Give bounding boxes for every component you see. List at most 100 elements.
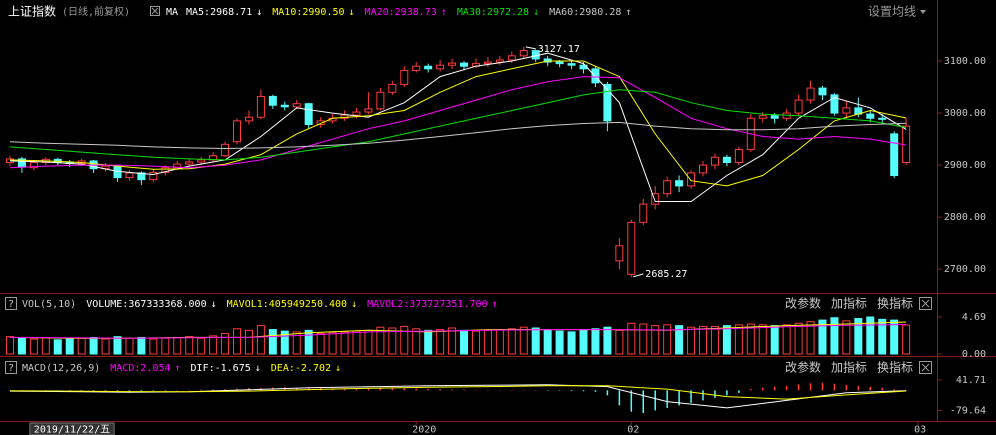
macd-bar xyxy=(785,385,788,391)
volume-bar xyxy=(902,324,911,355)
legend-entry: MA60:2980.28 xyxy=(549,7,621,18)
volume-bar xyxy=(675,325,684,355)
candle-body xyxy=(866,113,875,119)
macd-bar xyxy=(164,390,167,391)
volume-bar xyxy=(639,323,648,355)
macd-bar xyxy=(355,388,358,391)
volume-bar xyxy=(352,330,361,355)
legend-entry: ↑ xyxy=(492,299,498,310)
macd-bar xyxy=(726,390,728,396)
volume-bar xyxy=(483,329,492,355)
volume-bar xyxy=(256,325,265,355)
legend-entry: ↑ xyxy=(175,363,181,374)
line xyxy=(9,60,907,187)
macd-bar xyxy=(893,389,895,391)
y-tick-label: -79.64 xyxy=(950,405,986,416)
close-button[interactable] xyxy=(919,297,932,310)
volume-bar xyxy=(400,325,409,355)
volume-bar xyxy=(89,336,98,355)
icon xyxy=(151,7,159,15)
panel-button[interactable]: 换指标 xyxy=(877,360,913,375)
volume-bar xyxy=(316,333,325,355)
candle-body xyxy=(806,87,815,101)
candle-body xyxy=(495,59,504,63)
panel-button[interactable]: 加指标 xyxy=(831,296,867,311)
volume-bar xyxy=(830,317,839,355)
macd-bar xyxy=(857,385,860,391)
panel-button[interactable]: 改参数 xyxy=(785,360,821,375)
macd-bar xyxy=(463,389,465,391)
candle-body xyxy=(818,87,827,96)
volume-bar xyxy=(304,329,313,355)
volume-bar xyxy=(890,319,899,355)
icon-box[interactable] xyxy=(5,361,17,374)
candle-body xyxy=(734,148,743,164)
volume-bar xyxy=(782,324,791,355)
candle-body xyxy=(519,50,528,57)
line xyxy=(9,384,907,409)
candle-body xyxy=(173,163,182,169)
legend-entry: MA5:2968.71 xyxy=(186,7,252,18)
macd-bar xyxy=(570,390,573,392)
y-tick-label: 3000.00 xyxy=(944,108,986,119)
candle-body xyxy=(412,65,421,71)
macd-bar xyxy=(546,390,549,391)
macd-bar xyxy=(415,388,417,391)
help-icon[interactable]: ? xyxy=(8,299,14,310)
volume-bar xyxy=(591,328,600,355)
volume-bar xyxy=(579,329,588,355)
macd-bar xyxy=(642,390,645,413)
macd-bar xyxy=(833,383,836,391)
low-annotation: 2685.27 xyxy=(645,269,687,280)
icon-box[interactable] xyxy=(150,6,160,16)
panel-button[interactable]: 改参数 xyxy=(785,296,821,311)
y-tick-label: 2900.00 xyxy=(944,160,986,171)
volume-bar xyxy=(794,322,803,355)
help-icon[interactable]: ? xyxy=(8,363,14,374)
dropdown-arrow[interactable] xyxy=(920,10,926,14)
candle-body xyxy=(448,62,457,66)
candle-body xyxy=(388,83,397,93)
macd-bar xyxy=(451,389,453,391)
candle-body xyxy=(710,156,719,166)
panel-title: VOL(5,10) xyxy=(22,299,76,310)
macd-bar xyxy=(582,390,585,392)
x-tick-label: 2019/11/22/五 xyxy=(34,425,110,435)
settings-button[interactable]: 设置均线 xyxy=(868,5,916,19)
macd-bar xyxy=(618,390,621,406)
panel-button[interactable]: 换指标 xyxy=(877,296,913,311)
volume-bar xyxy=(448,327,457,355)
volume-bar xyxy=(806,321,815,355)
x-tick-label: 2020 xyxy=(412,425,436,435)
macd-bar xyxy=(523,389,525,391)
macd-bar xyxy=(152,390,155,391)
annotation-leader xyxy=(525,46,536,50)
line xyxy=(9,385,907,400)
icon-box[interactable] xyxy=(5,297,17,310)
candle-body xyxy=(830,94,839,114)
macd-bar xyxy=(821,382,824,391)
legend-entry: ↓ xyxy=(335,363,341,374)
candle-body xyxy=(256,95,265,118)
candle-body xyxy=(197,159,206,163)
volume-bar xyxy=(519,326,528,355)
candle-body xyxy=(460,62,469,67)
volume-bar xyxy=(376,326,385,355)
candle-body xyxy=(221,143,230,157)
high-annotation: 3127.17 xyxy=(538,44,580,55)
volume-bar xyxy=(567,331,576,355)
candle-body xyxy=(424,65,433,70)
candle-body xyxy=(603,83,612,122)
volume-bar xyxy=(424,329,433,355)
volume-bar xyxy=(149,338,158,355)
close-button[interactable] xyxy=(919,361,932,374)
line xyxy=(9,324,907,339)
legend-entry: ↑ xyxy=(625,7,631,18)
candle-body xyxy=(663,180,672,195)
macd-bar xyxy=(379,387,382,391)
close-icon xyxy=(921,363,930,372)
panel-button[interactable]: 加指标 xyxy=(831,360,867,375)
volume-bar xyxy=(412,328,421,355)
candle-body xyxy=(436,64,445,70)
